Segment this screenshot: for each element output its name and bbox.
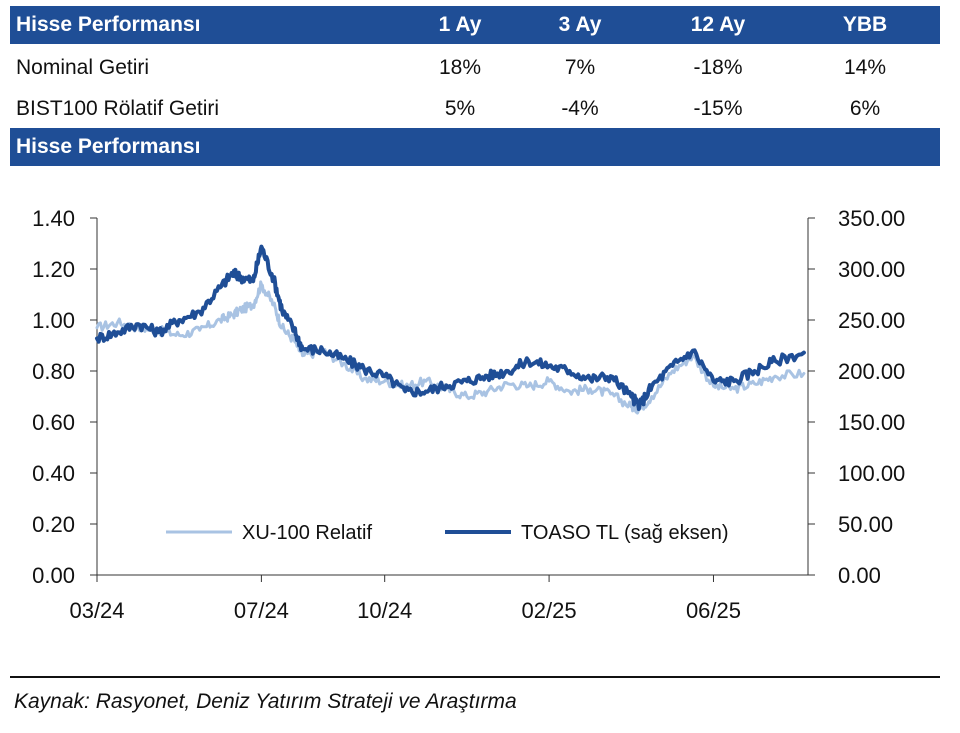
table-cell: -18% [693, 56, 743, 79]
axes: 0.00 0.20 0.40 0.60 0.80 1.00 1.20 1.40 0.00 50.0… [32, 206, 905, 623]
right-axis-tick-label: 300.00 [838, 257, 905, 282]
chart-section-title: Hisse Performansı [16, 135, 201, 158]
row-label: Nominal Getiri [16, 56, 150, 79]
column-header-1m: 1 Ay [438, 13, 482, 36]
table-cell: 5% [444, 97, 476, 120]
legend-label-xu100-relative: XU-100 Relatif [242, 522, 373, 544]
table-row-relative-return: BIST100 Rölatif Getiri 5% -4% -15% 6% [10, 90, 940, 128]
right-axis-tick-label: 250.00 [838, 308, 905, 333]
table-cell: -15% [693, 97, 743, 120]
footer-divider [10, 676, 940, 678]
series-lines [95, 244, 806, 415]
performance-table-header: Hisse Performansı 1 Ay 3 Ay 12 Ay YBB [10, 6, 940, 44]
table-cell: 7% [564, 56, 596, 79]
legend-label-toaso-price: TOASO TL (sağ eksen) [521, 522, 729, 544]
table-cell: 18% [438, 56, 482, 79]
x-axis-tick-label: 07/24 [234, 598, 289, 623]
table-cell: -4% [561, 97, 599, 120]
right-axis-tick-label: 100.00 [838, 461, 905, 486]
right-axis-tick-label: 200.00 [838, 359, 905, 384]
x-axis-tick-label: 03/24 [69, 598, 124, 623]
x-axis-tick-label: 10/24 [357, 598, 412, 623]
chart-section-header: Hisse Performansı [10, 128, 940, 166]
table-cell: 6% [849, 97, 881, 120]
right-axis-tick-label: 150.00 [838, 410, 905, 435]
table-cell: 14% [843, 56, 887, 79]
column-header-12m: 12 Ay [690, 13, 746, 36]
chart-legend: XU-100 Relatif TOASO TL (sağ eksen) [166, 522, 729, 544]
left-axis-tick-label: 0.20 [32, 512, 75, 537]
stock-performance-chart: 0.00 0.20 0.40 0.60 0.80 1.00 1.20 1.40 0.00 50.0… [32, 206, 905, 623]
left-axis-tick-label: 0.80 [32, 359, 75, 384]
right-axis-tick-label: 0.00 [838, 563, 881, 588]
performance-table-title: Hisse Performansı [16, 13, 201, 36]
left-axis-tick-label: 0.40 [32, 461, 75, 486]
x-axis-tick-label: 02/25 [522, 598, 577, 623]
series-line-toaso-price [95, 244, 806, 411]
series-line-xu100-relative [95, 280, 806, 415]
right-axis-tick-label: 50.00 [838, 512, 893, 537]
left-axis-tick-label: 1.00 [32, 308, 75, 333]
row-label: BIST100 Rölatif Getiri [16, 97, 220, 120]
left-axis-tick-label: 0.60 [32, 410, 75, 435]
left-axis-tick-label: 1.20 [32, 257, 75, 282]
left-axis-tick-label: 0.00 [32, 563, 75, 588]
source-note: Kaynak: Rasyonet, Deniz Yatırım Strateji… [14, 690, 517, 713]
right-axis-tick-label: 350.00 [838, 206, 905, 231]
table-row-nominal-return: Nominal Getiri 18% 7% -18% 14% [10, 49, 940, 87]
x-axis-tick-label: 06/25 [686, 598, 741, 623]
column-header-ytd: YBB [842, 13, 888, 36]
left-axis-tick-label: 1.40 [32, 206, 75, 231]
column-header-3m: 3 Ay [558, 13, 602, 36]
